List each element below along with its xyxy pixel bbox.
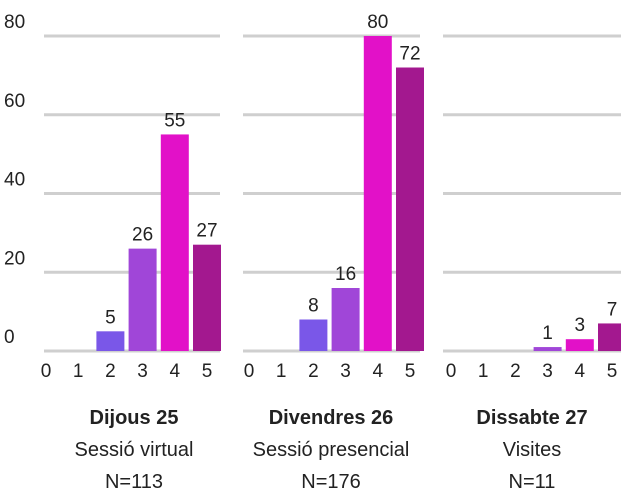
y-tick-label: 80 <box>4 12 25 33</box>
panel-subtitle: Sessió virtual <box>74 439 194 461</box>
x-tick-label: 0 <box>41 361 52 382</box>
panel-label-3: Dissabte 27 Visites N=11 <box>432 402 621 498</box>
x-tick-label: 0 <box>244 361 255 382</box>
bar <box>96 331 125 351</box>
x-tick-label: 4 <box>373 361 384 382</box>
data-label: 55 <box>164 110 185 131</box>
x-tick-label: 4 <box>170 361 181 382</box>
x-tick-label: 4 <box>575 361 586 382</box>
x-tick-label: 0 <box>446 361 457 382</box>
bar <box>128 248 157 351</box>
panel-sample-size: N=176 <box>301 471 361 493</box>
x-tick-label: 5 <box>405 361 416 382</box>
x-tick-label: 5 <box>607 361 618 382</box>
x-tick-label: 5 <box>202 361 213 382</box>
x-tick-label: 1 <box>478 361 489 382</box>
panel-title: Dijous 25 <box>89 407 179 429</box>
data-label: 72 <box>399 44 420 65</box>
bar <box>363 36 392 351</box>
bar <box>598 323 621 351</box>
panel-label-1: Dijous 25 Sessió virtual N=113 <box>34 402 234 498</box>
bar <box>299 319 328 351</box>
x-tick-label: 3 <box>340 361 351 382</box>
bar <box>193 244 221 351</box>
x-tick-label: 1 <box>73 361 84 382</box>
panel-subtitle: Sessió presencial <box>252 439 410 461</box>
panel-subtitle: Visites <box>502 439 562 461</box>
bar <box>565 339 594 351</box>
x-tick-label: 2 <box>308 361 319 382</box>
y-tick-label: 20 <box>4 248 25 269</box>
panel-title: Dissabte 27 <box>476 407 588 429</box>
panel-sample-size: N=11 <box>508 471 556 493</box>
data-label: 26 <box>132 225 153 246</box>
x-tick-label: 2 <box>510 361 521 382</box>
bar <box>331 288 360 351</box>
data-label: 3 <box>575 315 586 336</box>
y-tick-label: 60 <box>4 91 25 112</box>
panel-label-2: Divendres 26 Sessió presencial N=176 <box>231 402 431 498</box>
data-label: 80 <box>367 12 388 33</box>
data-label: 7 <box>607 299 618 320</box>
data-label: 16 <box>335 264 356 285</box>
x-tick-label: 1 <box>276 361 287 382</box>
bar <box>160 134 189 351</box>
x-tick-label: 3 <box>137 361 148 382</box>
data-label: 8 <box>308 296 319 317</box>
x-tick-label: 2 <box>105 361 116 382</box>
bar <box>533 347 562 351</box>
y-tick-label: 40 <box>4 170 25 191</box>
panel-sample-size: N=113 <box>104 471 163 493</box>
data-label: 27 <box>196 221 217 242</box>
data-label: 5 <box>105 307 116 328</box>
bar <box>396 67 424 351</box>
x-tick-label: 3 <box>542 361 553 382</box>
panel-title: Divendres 26 <box>268 407 394 429</box>
y-tick-label: 0 <box>4 327 15 348</box>
data-label: 1 <box>542 323 553 344</box>
